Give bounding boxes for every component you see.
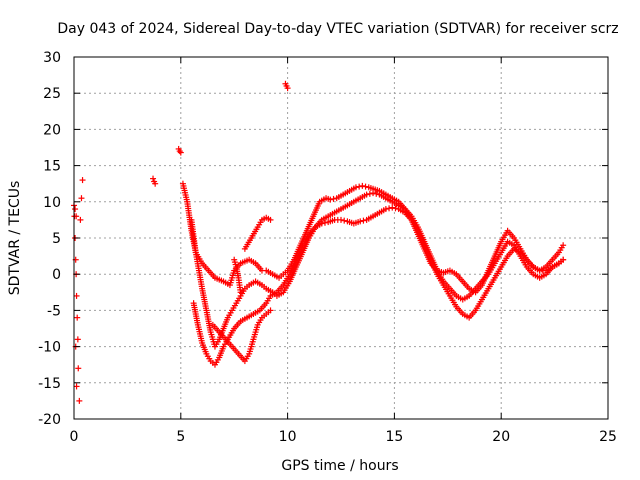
y-tick-label: -10	[38, 340, 61, 356]
data-point	[78, 195, 85, 202]
x-tick-label: 10	[279, 429, 297, 445]
data-point	[267, 307, 274, 314]
data-point	[74, 314, 81, 321]
x-axis-label: GPS time / hours	[281, 458, 398, 474]
data-point	[152, 180, 159, 187]
y-tick-label: -20	[38, 412, 61, 428]
y-tick-label: 30	[43, 50, 61, 66]
data-point	[79, 177, 86, 184]
x-tick-label: 15	[385, 429, 403, 445]
y-tick-label: 10	[43, 195, 61, 211]
data-point	[359, 182, 366, 189]
y-tick-label: -5	[47, 303, 61, 319]
data-point	[321, 219, 328, 226]
y-tick-label: -15	[38, 376, 61, 392]
x-tick-label: 0	[70, 429, 79, 445]
chart-title: Day 043 of 2024, Sidereal Day-to-day VTE…	[57, 21, 618, 37]
data-point	[72, 206, 79, 213]
data-point	[76, 397, 83, 404]
data-point	[366, 190, 373, 197]
data-point	[341, 217, 348, 224]
data-point	[560, 242, 567, 249]
data-point	[338, 216, 344, 223]
data-point	[363, 191, 370, 198]
data-point	[373, 190, 380, 197]
data-point	[267, 216, 274, 223]
y-axis-ticks: -20 -15 -10 -5 0 5 10 15 20 25 30	[38, 50, 608, 428]
data-point	[73, 292, 80, 299]
x-tick-label: 20	[492, 429, 510, 445]
data-point	[327, 196, 334, 203]
data-point	[389, 204, 396, 211]
data-point	[237, 289, 244, 296]
y-tick-label: 15	[43, 159, 61, 175]
data-point	[357, 218, 364, 225]
data-points	[71, 80, 567, 404]
data-point	[284, 85, 291, 92]
data-point	[75, 365, 82, 372]
data-point	[318, 220, 325, 227]
data-point	[150, 175, 157, 182]
y-axis-label: SDTVAR / TECUs	[7, 181, 23, 296]
y-tick-label: 20	[43, 122, 61, 138]
data-point	[370, 190, 377, 197]
data-point	[74, 336, 81, 343]
y-tick-label: 5	[52, 231, 61, 247]
data-point	[356, 183, 363, 190]
x-axis-ticks: 0 5 10 15 20 25	[70, 57, 617, 445]
data-point	[362, 183, 369, 190]
y-tick-label: 0	[52, 267, 61, 283]
data-point	[177, 149, 184, 156]
grid	[74, 57, 608, 419]
data-point	[77, 216, 84, 223]
x-tick-label: 5	[176, 429, 185, 445]
data-point	[392, 205, 399, 212]
y-tick-label: 25	[43, 86, 61, 102]
data-point	[560, 256, 567, 263]
data-point	[382, 206, 389, 213]
data-point	[73, 383, 80, 390]
data-point	[352, 184, 359, 191]
data-point	[386, 205, 393, 212]
data-point	[330, 195, 337, 202]
x-tick-label: 25	[599, 429, 617, 445]
data-point	[360, 217, 367, 224]
